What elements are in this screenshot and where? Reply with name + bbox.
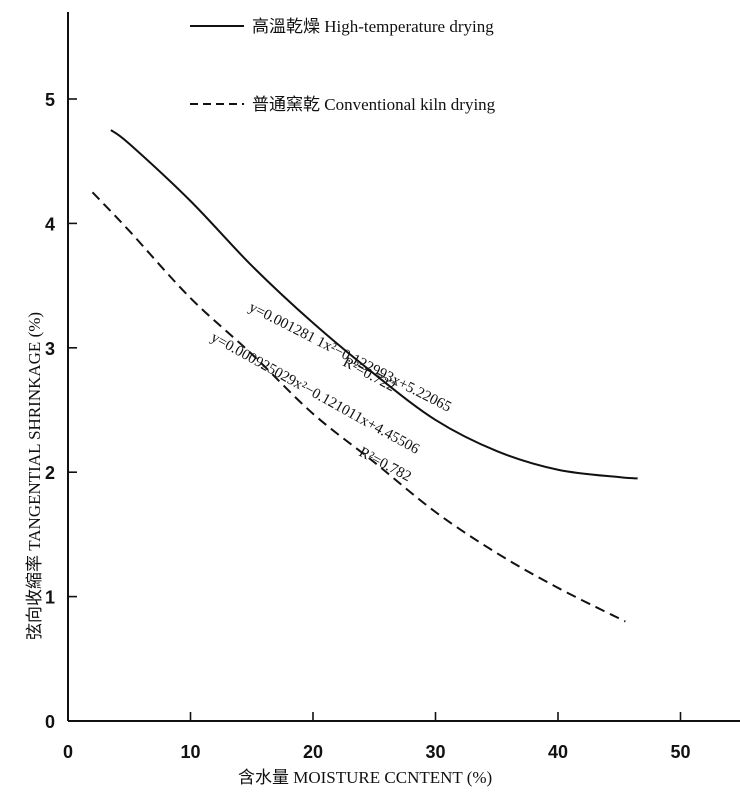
- y-tick-label: 1: [45, 588, 55, 608]
- y-tick-label: 0: [45, 712, 55, 732]
- y-tick-label: 4: [45, 214, 55, 234]
- legend-label-high-temp: 高溫乾燥 High-temperature drying: [252, 17, 494, 36]
- x-tick-label: 40: [548, 742, 568, 762]
- y-axis-title: 弦向收縮率 TANGENTIAL SHRINKAGE (%): [25, 312, 44, 640]
- x-tick-label: 20: [303, 742, 323, 762]
- legend-label-conventional: 普通窯乾 Conventional kiln drying: [252, 95, 496, 114]
- x-tick-label: 50: [670, 742, 690, 762]
- x-axis-title: 含水量 MOISTURE CCNTENT (%): [238, 768, 492, 787]
- x-tick-label: 10: [180, 742, 200, 762]
- x-tick-label: 30: [425, 742, 445, 762]
- series-line-high-temp: [110, 129, 638, 480]
- series-line-conventional: [91, 191, 626, 623]
- y-tick-label: 5: [45, 90, 55, 110]
- y-tick-label: 2: [45, 463, 55, 483]
- x-tick-label: 0: [63, 742, 73, 762]
- y-tick-label: 3: [45, 339, 55, 359]
- tick-marks: 0 10 20 30 40 50 0 1 2 3 4 5: [45, 90, 691, 762]
- equation-label-high-temp: y=0.001281 1x²−0.122993x+5.22065: [246, 299, 454, 415]
- curves: [91, 129, 638, 623]
- axes: [67, 12, 740, 722]
